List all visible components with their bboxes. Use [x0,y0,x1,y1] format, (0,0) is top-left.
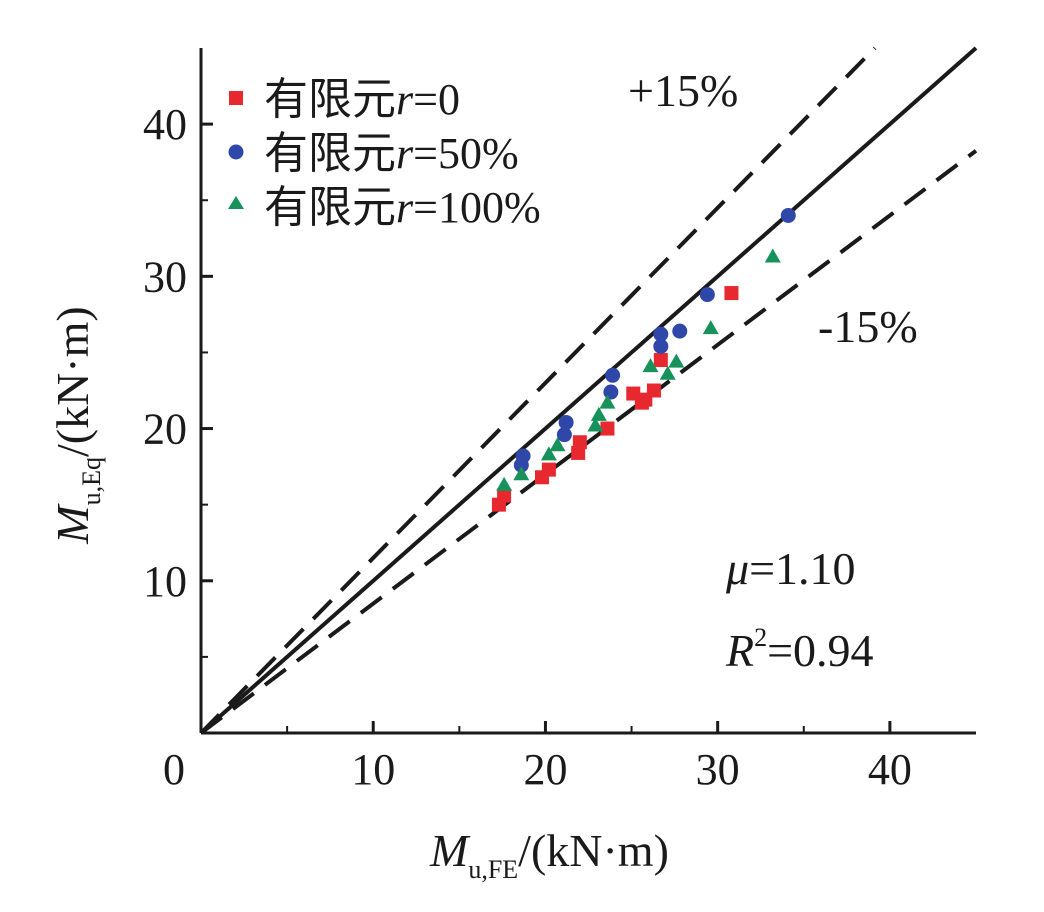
r2-annotation: R2=0.94 [725,623,874,676]
marker-triangle-r100 [668,353,685,368]
legend-entry-r50: 有限元r=50% [228,129,519,178]
one-to-one-line [199,46,978,735]
mu-annotation: μ=1.10 [725,543,856,594]
legend-label-r0: 有限元r=0 [264,75,460,124]
legend-entry-r0: 有限元r=0 [229,75,460,124]
marker-circle-r50 [556,427,572,443]
plot-area: 10 20 30 40 10 20 30 40 [143,46,978,794]
reference-lines [199,46,978,735]
marker-square-r0 [724,286,739,301]
marker-square-r0 [653,353,668,368]
y-tick-label: 40 [143,100,187,149]
marker-circle-r50 [780,207,796,223]
marker-square-r0 [541,462,556,477]
marker-triangle-r100 [496,476,513,491]
marker-square-r0 [571,445,586,460]
marker-triangle-r100 [659,365,676,380]
marker-circle-r50 [603,384,619,400]
marker-circle-r50 [605,367,621,383]
marker-triangle-r100 [540,446,557,461]
marker-triangle-r100 [549,437,566,452]
x-ticks: 10 20 30 40 [286,721,912,794]
data-markers [491,207,796,512]
y-axis-subscript: u,Eq [77,457,106,505]
x-tick-label: 20 [523,745,567,794]
marker-circle-r50 [699,287,715,303]
marker-square-r0 [600,421,615,436]
legend-marker-triangle [228,196,244,209]
origin-tick-label: 0 [163,745,185,794]
legend-label-r50: 有限元r=50% [264,129,519,178]
x-axis-subscript: u,FE [468,855,518,884]
marker-triangle-r100 [590,406,607,421]
marker-circle-r50 [672,323,688,339]
y-tick-label: 20 [143,405,187,454]
y-tick-label: 30 [143,252,187,301]
minus15-label: -15% [818,301,918,352]
x-axis-title: Mu,FE/(kN·m) [429,825,669,884]
marker-square-r0 [572,435,587,450]
marker-triangle-r100 [587,417,604,432]
marker-triangle-r100 [702,320,719,335]
legend-label-r100: 有限元r=100% [264,183,541,232]
marker-triangle-r100 [599,394,616,409]
y-axis-unit: /(kN·m) [47,306,98,457]
y-tick-label: 10 [143,557,187,606]
legend: 有限元r=0 有限元r=50% 有限元r=100% [228,75,541,232]
x-tick-label: 30 [696,745,740,794]
marker-triangle-r100 [764,248,781,263]
y-ticks: 10 20 30 40 [143,100,213,658]
marker-square-r0 [497,488,512,503]
plus15-line [199,46,877,735]
marker-triangle-r100 [642,358,659,373]
x-tick-label: 10 [351,745,395,794]
marker-square-r0 [646,383,661,398]
marker-circle-r50 [653,326,669,342]
x-axis-unit: /(kN·m) [518,825,669,876]
y-axis-title: Mu,Eq/(kN·m) [47,306,106,544]
marker-triangle-r100 [513,466,530,481]
legend-marker-circle [228,144,244,160]
legend-marker-square [229,91,243,105]
y-axis-symbol: M [47,503,98,545]
x-tick-label: 40 [868,745,912,794]
marker-circle-r50 [653,338,669,354]
marker-circle-r50 [515,448,531,464]
x-axis-symbol: M [429,825,471,876]
plus15-label: +15% [628,65,738,116]
marker-circle-r50 [558,414,574,430]
legend-entry-r100: 有限元r=100% [228,183,541,232]
minus15-line [199,149,978,735]
